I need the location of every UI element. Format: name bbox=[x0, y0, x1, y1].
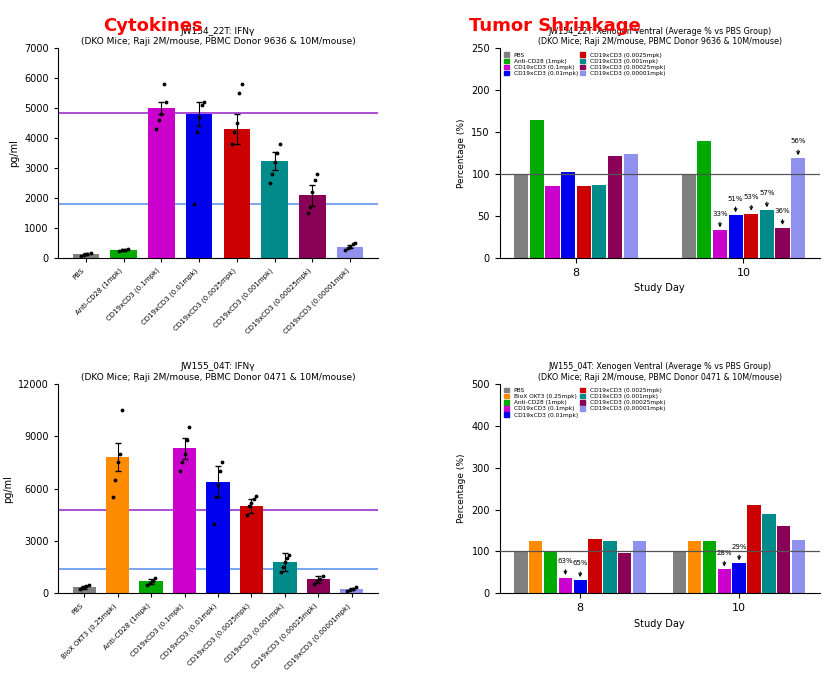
Bar bbox=[223, 129, 250, 258]
Text: 65%: 65% bbox=[571, 560, 587, 576]
Bar bbox=[514, 175, 528, 258]
Text: 33%: 33% bbox=[711, 210, 727, 226]
Text: 53%: 53% bbox=[743, 194, 758, 210]
Bar bbox=[702, 541, 715, 593]
Y-axis label: Percentage (%): Percentage (%) bbox=[457, 119, 465, 188]
Bar bbox=[73, 255, 99, 258]
Bar bbox=[791, 540, 804, 593]
Bar bbox=[106, 457, 129, 593]
Text: 28%: 28% bbox=[715, 550, 731, 566]
Bar bbox=[681, 174, 695, 258]
Bar bbox=[607, 156, 621, 258]
Bar bbox=[337, 246, 363, 258]
Bar bbox=[545, 186, 559, 258]
Bar bbox=[576, 186, 590, 258]
Bar bbox=[306, 580, 330, 593]
Bar bbox=[717, 569, 730, 593]
Bar bbox=[617, 553, 631, 593]
Bar bbox=[573, 580, 586, 593]
Bar bbox=[273, 562, 296, 593]
Bar bbox=[543, 551, 557, 593]
Bar bbox=[623, 154, 637, 258]
Bar bbox=[561, 172, 575, 258]
Bar bbox=[148, 108, 174, 258]
Bar bbox=[775, 228, 789, 258]
Title: JW154_22T: IFNγ
(DKO Mice; Raji 2M/mouse, PBMC Donor 9636 & 10M/mouse): JW154_22T: IFNγ (DKO Mice; Raji 2M/mouse… bbox=[80, 27, 355, 46]
Bar bbox=[591, 185, 605, 258]
Text: Tumor Shrinkage: Tumor Shrinkage bbox=[468, 17, 640, 35]
Bar bbox=[747, 505, 760, 593]
Text: 29%: 29% bbox=[730, 544, 746, 559]
Bar bbox=[558, 578, 571, 593]
X-axis label: Study Day: Study Day bbox=[633, 283, 684, 293]
Bar bbox=[240, 506, 263, 593]
Bar bbox=[743, 213, 758, 258]
Bar bbox=[759, 210, 773, 258]
Bar bbox=[696, 141, 710, 258]
Text: 56%: 56% bbox=[790, 139, 805, 154]
Y-axis label: pg/ml: pg/ml bbox=[2, 475, 12, 502]
Bar bbox=[732, 563, 745, 593]
Text: 51%: 51% bbox=[727, 195, 743, 211]
Bar bbox=[139, 581, 163, 593]
Y-axis label: pg/ml: pg/ml bbox=[9, 139, 19, 167]
Bar bbox=[712, 230, 726, 258]
Bar bbox=[261, 161, 288, 258]
Bar bbox=[185, 114, 212, 258]
Bar bbox=[73, 587, 96, 593]
Bar bbox=[603, 541, 616, 593]
Bar bbox=[299, 195, 325, 258]
Bar bbox=[110, 250, 136, 258]
Bar bbox=[588, 539, 601, 593]
Bar bbox=[529, 119, 543, 258]
Bar bbox=[173, 448, 196, 593]
Text: 63%: 63% bbox=[557, 558, 572, 574]
Bar bbox=[728, 215, 742, 258]
Y-axis label: Percentage (%): Percentage (%) bbox=[457, 454, 466, 523]
Bar bbox=[790, 158, 804, 258]
Legend: PBS, Anti-CD28 (1mpk), CD19xCD3 (0.1mpk), CD19xCD3 (0.01mpk), CD19xCD3 (0.0025mp: PBS, Anti-CD28 (1mpk), CD19xCD3 (0.1mpk)… bbox=[502, 51, 666, 77]
X-axis label: Study Day: Study Day bbox=[633, 619, 684, 629]
Title: JW155_04T: IFNγ
(DKO Mice; Raji 2M/mouse, PBMC Donor 0471 & 10M/mouse): JW155_04T: IFNγ (DKO Mice; Raji 2M/mouse… bbox=[80, 362, 355, 382]
Bar bbox=[672, 551, 686, 593]
Legend: PBS, BioX OKT3 (0.25mpk), Anti-CD28 (1mpk), CD19xCD3 (0.1mpk), CD19xCD3 (0.01mpk: PBS, BioX OKT3 (0.25mpk), Anti-CD28 (1mp… bbox=[502, 386, 666, 419]
Bar bbox=[340, 589, 363, 593]
Bar bbox=[528, 541, 542, 593]
Bar bbox=[687, 541, 700, 593]
Bar bbox=[776, 526, 790, 593]
Text: Cytokines: Cytokines bbox=[103, 17, 203, 35]
Title: JW154_22T: Xenogen Ventral (Average % vs PBS Group)
(DKO Mice; Raji 2M/mouse, PB: JW154_22T: Xenogen Ventral (Average % vs… bbox=[537, 27, 781, 46]
Bar bbox=[761, 514, 775, 593]
Bar bbox=[632, 541, 645, 593]
Bar bbox=[514, 551, 527, 593]
Text: 57%: 57% bbox=[758, 190, 774, 206]
Text: 36%: 36% bbox=[774, 208, 789, 224]
Bar bbox=[206, 482, 229, 593]
Title: JW155_04T: Xenogen Ventral (Average % vs PBS Group)
(DKO Mice; Raji 2M/mouse, PB: JW155_04T: Xenogen Ventral (Average % vs… bbox=[537, 362, 781, 382]
